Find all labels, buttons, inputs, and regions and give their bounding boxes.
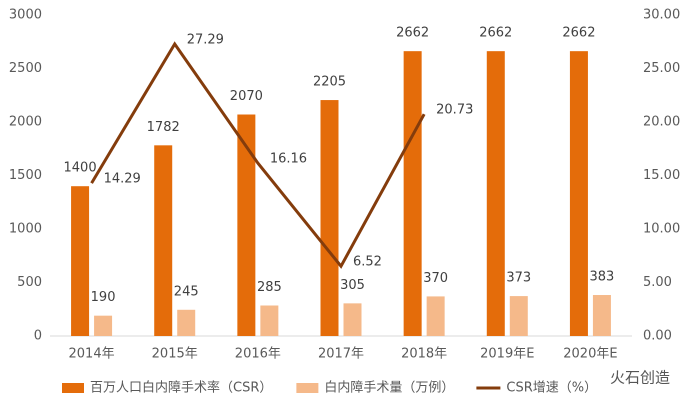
legend-label: 白内障手术量（万例） xyxy=(324,380,454,396)
x-tick-label: 2020年E xyxy=(563,347,617,362)
data-label: 305 xyxy=(340,278,365,293)
bar xyxy=(94,315,113,336)
line xyxy=(90,41,426,269)
legend-swatch xyxy=(296,383,319,393)
bar xyxy=(509,296,528,336)
y2-tick-label: 30.00 xyxy=(643,8,680,23)
data-label: 2662 xyxy=(479,26,512,41)
data-label: 2070 xyxy=(230,89,263,104)
x-tick-label: 2014年 xyxy=(69,347,115,362)
y-tick-label: 500 xyxy=(17,275,42,290)
x-tick-label: 2015年 xyxy=(152,347,198,362)
data-label: 2205 xyxy=(313,75,346,90)
y-tick-label: 2500 xyxy=(9,61,42,76)
y2-tick-label: 10.00 xyxy=(643,222,680,237)
x-tick-label: 2017年 xyxy=(318,347,364,362)
y2-tick-label: 25.00 xyxy=(643,61,680,76)
bar xyxy=(237,114,256,336)
data-label: 16.16 xyxy=(270,152,307,167)
legend-label: 百万人口白内障手术率（CSR） xyxy=(90,380,272,396)
y2-tick-label: 20.00 xyxy=(643,115,680,130)
x-tick-label: 2016年 xyxy=(235,347,281,362)
watermark: 火石创造 xyxy=(610,369,670,387)
data-label: 27.29 xyxy=(187,32,224,47)
data-label: 373 xyxy=(506,271,531,286)
data-label: 370 xyxy=(423,271,448,286)
data-label: 285 xyxy=(257,280,282,295)
y-tick-label: 1500 xyxy=(9,168,42,183)
legend-swatch xyxy=(62,383,84,393)
y-tick-label: 3000 xyxy=(9,8,42,23)
y2-tick-label: 15.00 xyxy=(643,168,680,183)
data-label: 14.29 xyxy=(104,172,141,187)
bar xyxy=(320,100,339,336)
bar xyxy=(592,295,611,336)
data-label: 2662 xyxy=(396,26,429,41)
x-tick-label: 2018年 xyxy=(401,347,447,362)
data-label: 2662 xyxy=(562,26,595,41)
y-tick-label: 1000 xyxy=(9,222,42,237)
bar xyxy=(260,305,279,336)
y2-tick-label: 0.00 xyxy=(643,329,672,344)
bar xyxy=(71,186,90,336)
data-label: 6.52 xyxy=(353,255,382,270)
bar xyxy=(154,145,173,336)
x-tick-label: 2019年E xyxy=(480,347,534,362)
y2-tick-label: 5.00 xyxy=(643,275,672,290)
y-tick-label: 0 xyxy=(34,329,42,344)
bar xyxy=(343,303,362,336)
data-label: 383 xyxy=(590,270,615,285)
data-label: 190 xyxy=(91,290,116,305)
data-label: 20.73 xyxy=(436,103,473,118)
data-label: 1782 xyxy=(147,120,180,135)
bar xyxy=(177,309,196,336)
data-label: 1400 xyxy=(64,161,97,176)
bar xyxy=(569,51,588,336)
data-label: 245 xyxy=(174,284,199,299)
bar xyxy=(426,296,445,336)
bar xyxy=(486,51,505,336)
y-tick-label: 2000 xyxy=(9,115,42,130)
bar xyxy=(403,51,422,336)
legend-label: CSR增速（%） xyxy=(506,381,597,396)
